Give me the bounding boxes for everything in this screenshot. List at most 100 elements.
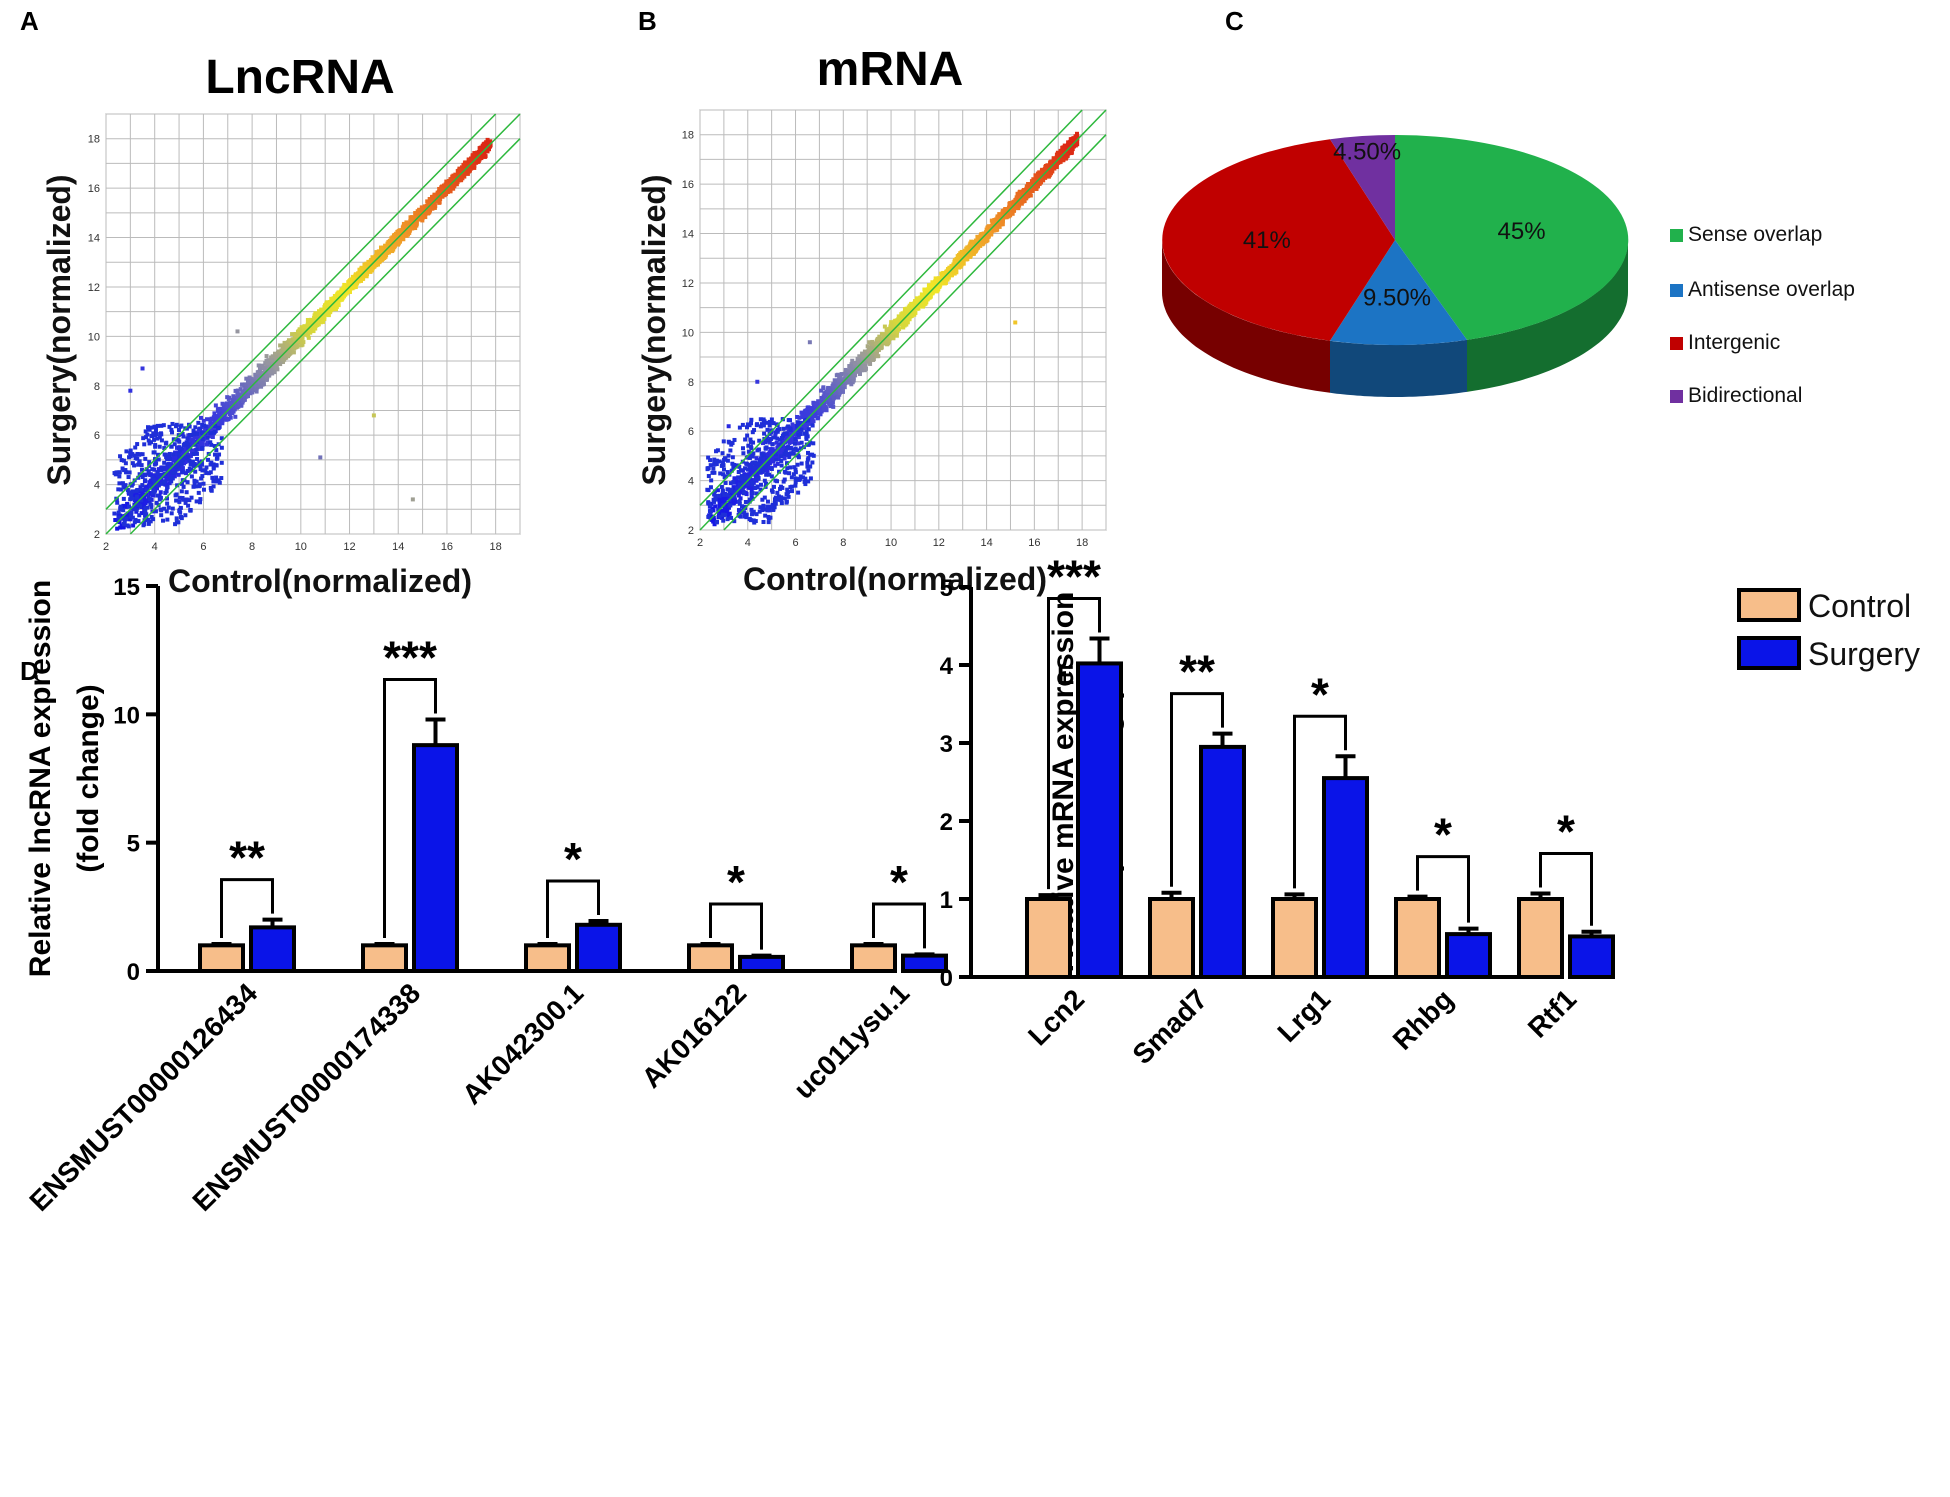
panel-letter-c: C	[1225, 6, 1244, 36]
scatter-point	[141, 523, 146, 528]
scatter-point	[174, 437, 179, 442]
scatter-point	[230, 410, 235, 415]
scatter-point	[139, 463, 144, 468]
scatter-point	[138, 493, 143, 498]
scatter-point	[169, 444, 174, 449]
scatter-point	[475, 153, 480, 158]
scatter-point	[215, 416, 220, 421]
scatter-point	[146, 438, 151, 443]
scatter-point	[457, 168, 462, 173]
scatter-point	[333, 306, 338, 311]
scatter-b-title: mRNA	[817, 43, 964, 96]
scatter-point	[203, 424, 208, 429]
scatter-point	[299, 325, 304, 330]
scatter-point	[915, 306, 920, 311]
scatter-point	[368, 266, 373, 271]
scatter-point	[180, 452, 185, 457]
scatter-point	[282, 340, 287, 345]
scatter-point	[146, 427, 151, 432]
scatter-point	[171, 452, 176, 457]
scatter-point	[765, 468, 770, 473]
scatter-point	[420, 215, 425, 220]
scatter-point	[884, 328, 889, 333]
scatter-point	[270, 364, 275, 369]
scatter-point	[436, 197, 441, 202]
scatter-point	[360, 269, 365, 274]
scatter-point	[187, 498, 192, 503]
scatter-point	[292, 336, 297, 341]
scatter-point	[157, 493, 162, 498]
scatter-point	[291, 350, 296, 355]
scatter-point	[451, 173, 456, 178]
scatter-point	[449, 185, 454, 190]
x-tick-label: 10	[295, 541, 307, 553]
scatter-point	[237, 403, 242, 408]
scatter-point	[374, 250, 379, 255]
scatter-point	[162, 446, 167, 451]
scatter-point	[413, 216, 418, 221]
scatter-point	[443, 183, 448, 188]
scatter-point	[154, 500, 159, 505]
scatter-point	[476, 150, 481, 155]
scatter-point	[179, 461, 184, 466]
scatter-point	[378, 245, 383, 250]
scatter-point	[449, 180, 454, 185]
scatter-point	[219, 476, 224, 481]
scatter-point	[177, 448, 182, 453]
scatter-point	[271, 359, 276, 364]
scatter-point	[237, 393, 242, 398]
scatter-point	[395, 229, 400, 234]
scatter-point	[259, 384, 264, 389]
scatter-point	[229, 400, 234, 405]
scatter-point	[872, 354, 877, 359]
scatter-point	[398, 234, 403, 239]
scatter-point	[134, 488, 139, 493]
scatter-point	[290, 332, 295, 337]
scatter-point	[155, 436, 160, 441]
scatter-point	[119, 458, 124, 463]
scatter-point	[220, 421, 225, 426]
scatter-point	[165, 485, 170, 490]
scatter-point	[189, 474, 194, 479]
scatter-point	[171, 437, 176, 442]
scatter-point	[329, 296, 334, 301]
scatter-point	[115, 500, 120, 505]
x-tick-label: 8	[249, 541, 255, 553]
scatter-point	[350, 280, 355, 285]
scatter-point	[848, 373, 853, 378]
scatter-point	[123, 468, 128, 473]
scatter-point	[219, 415, 224, 420]
scatter-point	[397, 228, 402, 233]
scatter-point	[305, 323, 310, 328]
scatter-a-ylabel: Surgery(normalized)	[41, 174, 77, 485]
scatter-point	[196, 437, 201, 442]
scatter-point	[125, 511, 130, 516]
y-tick-label: 8	[94, 381, 100, 393]
scatter-point	[240, 382, 245, 387]
scatter-point	[121, 508, 126, 513]
scatter-point	[170, 506, 175, 511]
scatter-points	[705, 131, 1080, 527]
scatter-point	[462, 167, 467, 172]
scatter-point	[152, 467, 157, 472]
scatter-point	[141, 502, 146, 507]
scatter-point	[717, 499, 722, 504]
scatter-point	[324, 301, 329, 306]
scatter-point	[878, 346, 883, 351]
scatter-point	[151, 473, 156, 478]
scatter-point	[244, 376, 249, 381]
scatter-point	[445, 182, 450, 187]
x-tick-label: 4	[152, 541, 158, 553]
scatter-point	[158, 507, 163, 512]
scatter-point	[166, 470, 171, 475]
scatter-point	[760, 441, 765, 446]
scatter-point	[200, 442, 205, 447]
scatter-point	[128, 454, 133, 459]
scatter-point	[311, 329, 316, 334]
scatter-point	[468, 163, 473, 168]
scatter-point	[285, 344, 290, 349]
scatter-point	[949, 272, 954, 277]
scatter-point	[162, 506, 167, 511]
scatter-point	[289, 341, 294, 346]
